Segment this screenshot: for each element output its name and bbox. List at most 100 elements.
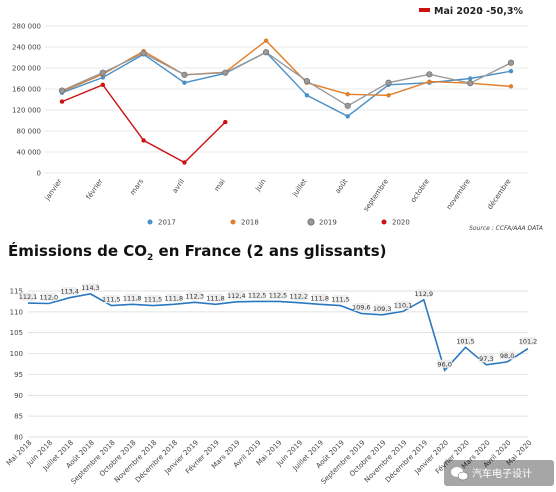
data-point xyxy=(222,69,229,76)
data-label-text: 112,1 xyxy=(19,293,38,301)
data-label-bg xyxy=(62,287,78,296)
y-tick-label: 85 xyxy=(14,413,23,421)
data-label-text: 111,5 xyxy=(144,296,163,304)
data-label-bg xyxy=(353,303,369,312)
series-2019 xyxy=(58,49,515,109)
data-point xyxy=(426,71,433,78)
data-point xyxy=(141,138,146,143)
data-label: 111,8 xyxy=(310,293,329,302)
x-tick-label: janvier xyxy=(43,177,64,202)
data-label-text: 101,5 xyxy=(456,337,475,345)
data-label-text: 111,5 xyxy=(331,296,350,304)
y-tick-label: 80 xyxy=(14,434,23,442)
chart1-legend[interactable]: 2017 2018 2019 2020 xyxy=(147,218,410,227)
data-point xyxy=(262,49,270,56)
y-tick-label: 120 000 xyxy=(12,107,41,115)
data-point xyxy=(182,160,187,165)
data-point xyxy=(223,119,228,125)
x-tick-label: août xyxy=(334,177,350,195)
data-label: 112,5 xyxy=(269,290,288,299)
data-label: 110,1 xyxy=(394,300,412,309)
data-label-text: 112,3 xyxy=(185,292,204,300)
y-tick-label: 240 000 xyxy=(12,44,41,52)
highlight-value: : -50,3% xyxy=(479,6,523,17)
data-label-text: 112,5 xyxy=(269,291,288,299)
legend-item-2019[interactable]: 2019 xyxy=(307,218,337,227)
data-label-text: 112,4 xyxy=(227,292,246,300)
data-label-text: 112,9 xyxy=(415,290,434,298)
data-point xyxy=(59,99,65,104)
chart2-y-ticks: 80 85 90 95 100 105 110 115 xyxy=(10,288,23,442)
data-label-text: 111,8 xyxy=(206,294,225,302)
data-label-bg xyxy=(208,293,223,302)
data-label: 101,2 xyxy=(519,337,537,346)
chart2-title-subscript: 2 xyxy=(147,253,153,263)
data-point xyxy=(427,79,432,84)
data-label-bg xyxy=(249,290,265,299)
data-label: 112,5 xyxy=(248,290,266,299)
data-label-text: 112,2 xyxy=(290,293,309,301)
data-label: 114,3 xyxy=(81,283,100,292)
data-label-bg xyxy=(520,337,536,346)
series-line xyxy=(61,83,226,164)
y-tick-label: 90 xyxy=(14,392,23,400)
data-label-bg xyxy=(187,291,203,300)
data-label-text: 97,3 xyxy=(479,355,493,363)
x-tick-label: décembre xyxy=(486,178,513,211)
legend-item-2017[interactable]: 2017 xyxy=(147,219,176,227)
chart2-grid xyxy=(28,290,528,438)
data-label-bg xyxy=(145,295,161,304)
data-label: 111,5 xyxy=(144,295,163,304)
y-tick-label: 0 xyxy=(37,170,41,178)
registrations-chart: 0 40 000 80 000 120 000 160 000 200 000 240 00… xyxy=(12,6,543,232)
data-label: 111,8 xyxy=(165,293,183,302)
chart1-x-ticks: janvier février mars avril mai juin juillet aoû… xyxy=(43,177,513,213)
chart2-title-main: Émissions de CO xyxy=(8,241,147,260)
x-tick-label: avril xyxy=(171,178,186,195)
data-label-bg xyxy=(416,289,432,298)
y-tick-label: 200 000 xyxy=(12,65,41,73)
highlight-swatch xyxy=(419,8,430,12)
data-label: 112,9 xyxy=(415,289,434,298)
legend-item-2020[interactable]: 2020 xyxy=(381,219,410,227)
data-point xyxy=(508,84,514,89)
y-tick-label: 105 xyxy=(10,329,23,337)
data-point xyxy=(345,114,350,119)
data-label-bg xyxy=(83,283,98,292)
data-point xyxy=(99,69,106,76)
data-label: 111,8 xyxy=(206,293,225,302)
chart1-series-lines xyxy=(58,38,515,165)
y-tick-label: 80 000 xyxy=(17,128,42,136)
highlight-series-label: Mai 2020 xyxy=(434,6,483,17)
data-label: 112,0 xyxy=(40,293,59,302)
data-label-text: 111,5 xyxy=(102,296,121,304)
series-2020 xyxy=(59,82,228,165)
data-label-text: 112,0 xyxy=(40,294,59,302)
data-point xyxy=(304,93,310,98)
data-point xyxy=(100,82,106,88)
data-point xyxy=(263,38,269,43)
data-label-bg xyxy=(41,293,57,302)
data-point xyxy=(100,75,106,80)
chart1-grid xyxy=(45,25,528,174)
data-label: 112,1 xyxy=(19,292,38,301)
data-label-text: 113,4 xyxy=(60,288,79,296)
legend-label: 2019 xyxy=(319,219,337,227)
data-label-text: 111,8 xyxy=(123,294,142,302)
data-point xyxy=(385,79,392,86)
data-label: 109,6 xyxy=(352,303,371,312)
legend-item-2018[interactable]: 2018 xyxy=(230,219,259,227)
data-label-bg xyxy=(103,295,119,304)
y-tick-label: 95 xyxy=(14,371,23,379)
data-label: 112,4 xyxy=(227,291,246,300)
x-tick-label: mai xyxy=(213,178,227,193)
watermark-text: 汽车电子设计 xyxy=(472,467,532,480)
data-point xyxy=(303,78,311,85)
chart2-title: Émissions de CO2 en France (2 ans glissa… xyxy=(8,241,386,263)
data-label-bg xyxy=(333,295,348,304)
x-tick-label: novembre xyxy=(445,178,472,212)
legend-marker xyxy=(307,218,315,226)
